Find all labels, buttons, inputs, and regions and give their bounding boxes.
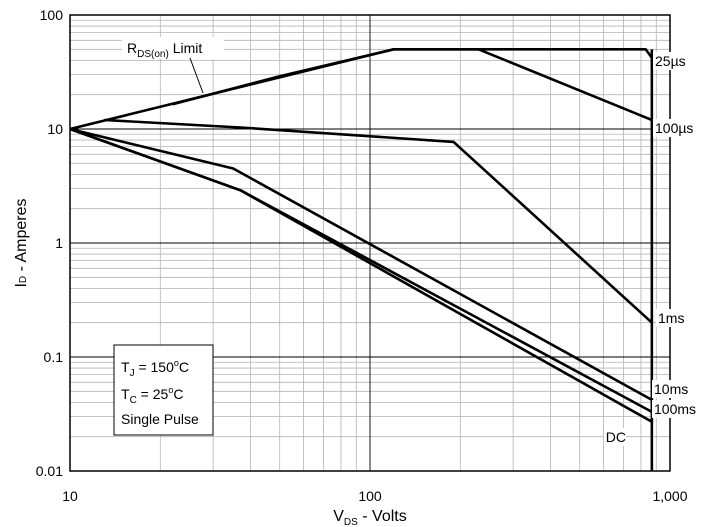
curve-1ms bbox=[104, 118, 653, 324]
x-tick-label: 100 bbox=[358, 488, 382, 504]
conditions-box bbox=[113, 344, 214, 436]
x-tick-label: 1,000 bbox=[652, 488, 687, 504]
condition-tj: TJ = 150oC bbox=[121, 358, 189, 379]
x-axis-title-rest: - Volts bbox=[358, 508, 407, 525]
condition-pulse: Single Pulse bbox=[121, 411, 199, 427]
x-tick-label: 10 bbox=[62, 488, 78, 504]
curve-label-background bbox=[656, 309, 686, 327]
tj-main: T bbox=[121, 359, 130, 375]
y-tick-label: 0.01 bbox=[36, 463, 63, 479]
rds-on-limit-label: RDS(on) Limit bbox=[127, 40, 202, 60]
y-tick-label: 100 bbox=[40, 7, 64, 23]
y-axis-title-rest: - Amperes bbox=[13, 198, 30, 275]
rds-label-sub: DS(on) bbox=[137, 49, 169, 60]
tc-sup: o bbox=[168, 385, 173, 395]
curve-label-25us: 25µs bbox=[655, 53, 686, 69]
tj-sup: o bbox=[174, 358, 179, 368]
curve-dc bbox=[69, 127, 653, 423]
rds-label-background bbox=[122, 37, 224, 59]
curve-label-10ms: 10ms bbox=[654, 381, 688, 397]
curve-label-100us: 100µs bbox=[655, 120, 693, 136]
tj-sub: J bbox=[130, 368, 135, 379]
x-axis-title: VDS - Volts bbox=[333, 508, 406, 527]
curve-10ms bbox=[69, 127, 653, 402]
tj-mid: = 150 bbox=[135, 359, 175, 375]
y-tick-label: 10 bbox=[47, 121, 63, 137]
y-tick-label: 1 bbox=[55, 235, 63, 251]
y-tick-label: 0.1 bbox=[44, 349, 64, 365]
curve-25us bbox=[69, 48, 653, 131]
tc-end: C bbox=[173, 386, 183, 402]
condition-tc: TC = 25oC bbox=[121, 385, 183, 406]
y-axis-title: ID - Amperes bbox=[13, 198, 30, 287]
tc-sub: C bbox=[130, 395, 137, 406]
rds-label-leader bbox=[189, 57, 204, 94]
y-axis-title-sub: D bbox=[18, 276, 29, 283]
curve-label-background bbox=[653, 119, 699, 137]
tc-mid: = 25 bbox=[137, 386, 169, 402]
plot-area-border bbox=[69, 14, 671, 472]
curve-label-background bbox=[652, 380, 690, 398]
rds-label-rest: Limit bbox=[169, 40, 203, 56]
y-axis-title-main: I bbox=[13, 283, 30, 287]
curve-label-100ms: 100ms bbox=[654, 401, 696, 417]
tc-main: T bbox=[121, 386, 130, 402]
x-axis-title-main: V bbox=[333, 508, 344, 525]
curve-label-1ms: 1ms bbox=[658, 310, 684, 326]
curve-label-background bbox=[653, 52, 691, 70]
tj-end: C bbox=[179, 359, 189, 375]
curve-label-dc: DC bbox=[606, 429, 626, 445]
curve-100us bbox=[172, 48, 653, 122]
curves bbox=[69, 48, 654, 471]
curve-label-background bbox=[652, 400, 698, 418]
x-axis-title-sub: DS bbox=[344, 517, 358, 527]
curve-labels: 25µs 100µs 1ms 10ms 100ms DC bbox=[604, 52, 699, 446]
curve-label-background bbox=[604, 428, 626, 446]
tick-labels: 10 100 1,000 0.01 0.1 1 10 100 bbox=[36, 7, 688, 504]
rds-label-main: R bbox=[127, 40, 137, 56]
